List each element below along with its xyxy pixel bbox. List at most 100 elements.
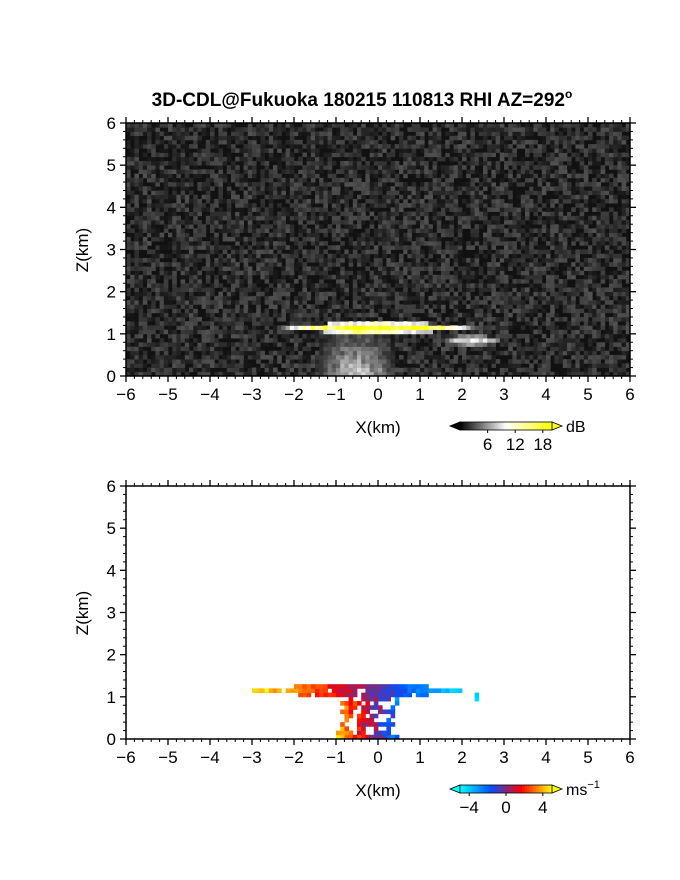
- reflectivity-cell: [596, 329, 601, 335]
- reflectivity-cell: [449, 249, 454, 255]
- reflectivity-cell: [336, 350, 341, 356]
- reflectivity-cell: [508, 148, 513, 153]
- reflectivity-cell: [310, 152, 316, 158]
- reflectivity-cell: [268, 321, 274, 326]
- reflectivity-cell: [126, 203, 131, 208]
- reflectivity-cell: [268, 186, 274, 191]
- reflectivity-cell: [491, 363, 496, 368]
- reflectivity-cell: [453, 325, 459, 331]
- reflectivity-cell: [399, 367, 404, 373]
- reflectivity-cell: [453, 262, 459, 267]
- reflectivity-cell: [348, 211, 354, 217]
- reflectivity-cell: [252, 342, 257, 347]
- reflectivity-cell: [235, 342, 240, 347]
- reflectivity-cell: [323, 228, 328, 234]
- reflectivity-cell: [365, 207, 370, 212]
- reflectivity-cell: [189, 321, 194, 326]
- reflectivity-cell: [516, 219, 522, 225]
- reflectivity-cell: [529, 283, 534, 288]
- reflectivity-cell: [289, 228, 295, 234]
- reflectivity-cell: [210, 359, 215, 364]
- reflectivity-cell: [390, 232, 396, 238]
- reflectivity-cell: [617, 274, 622, 280]
- reflectivity-cell: [386, 325, 391, 331]
- reflectivity-cell: [407, 144, 412, 149]
- reflectivity-cell: [617, 338, 622, 343]
- reflectivity-cell: [399, 354, 404, 360]
- reflectivity-cell: [348, 354, 354, 360]
- reflectivity-cell: [499, 287, 505, 293]
- reflectivity-cell: [604, 152, 610, 158]
- reflectivity-cell: [592, 321, 597, 326]
- reflectivity-cell: [382, 350, 387, 356]
- reflectivity-cell: [394, 190, 400, 196]
- reflectivity-cell: [533, 279, 538, 284]
- reflectivity-cell: [294, 253, 299, 259]
- reflectivity-cell: [373, 190, 379, 196]
- reflectivity-cell: [180, 194, 186, 200]
- reflectivity-cell: [516, 321, 522, 326]
- reflectivity-cell: [310, 165, 316, 170]
- reflectivity-cell: [399, 224, 404, 229]
- reflectivity-cell: [529, 160, 534, 166]
- reflectivity-cell: [428, 325, 433, 331]
- reflectivity-cell: [310, 249, 316, 255]
- reflectivity-cell: [193, 270, 198, 276]
- reflectivity-cell: [390, 287, 396, 293]
- reflectivity-cell: [609, 304, 614, 309]
- reflectivity-cell: [344, 371, 349, 376]
- reflectivity-cell: [205, 346, 211, 352]
- reflectivity-cell: [495, 316, 501, 322]
- reflectivity-cell: [583, 177, 589, 183]
- reflectivity-cell: [348, 350, 354, 356]
- reflectivity-cell: [491, 325, 496, 331]
- reflectivity-cell: [432, 186, 438, 191]
- reflectivity-cell: [369, 316, 375, 322]
- reflectivity-cell: [168, 169, 173, 174]
- reflectivity-cell: [424, 165, 429, 170]
- reflectivity-cell: [474, 329, 480, 335]
- reflectivity-cell: [361, 316, 366, 322]
- reflectivity-cell: [172, 186, 177, 191]
- reflectivity-cell: [134, 363, 139, 368]
- reflectivity-cell: [537, 304, 543, 309]
- reflectivity-cell: [197, 300, 202, 305]
- reflectivity-cell: [151, 219, 156, 225]
- reflectivity-cell: [235, 329, 240, 335]
- reflectivity-cell: [562, 338, 568, 343]
- reflectivity-cell: [441, 173, 446, 179]
- reflectivity-cell: [399, 194, 404, 200]
- reflectivity-cell: [457, 249, 463, 255]
- reflectivity-cell: [550, 262, 555, 267]
- reflectivity-cell: [214, 338, 219, 343]
- reflectivity-cell: [466, 295, 471, 301]
- reflectivity-cell: [466, 304, 471, 309]
- reflectivity-cell: [277, 249, 282, 255]
- reflectivity-cell: [277, 228, 282, 234]
- reflectivity-cell: [491, 186, 496, 191]
- reflectivity-cell: [436, 287, 442, 293]
- reflectivity-cell: [613, 219, 618, 225]
- reflectivity-cell: [399, 169, 404, 174]
- reflectivity-cell: [289, 182, 295, 187]
- reflectivity-cell: [340, 219, 345, 225]
- reflectivity-cell: [466, 215, 471, 221]
- reflectivity-cell: [289, 346, 295, 352]
- reflectivity-cell: [613, 165, 618, 170]
- reflectivity-cell: [441, 300, 446, 305]
- reflectivity-cell: [554, 236, 559, 242]
- reflectivity-cell: [327, 224, 333, 229]
- reflectivity-cell: [554, 350, 559, 356]
- reflectivity-cell: [289, 363, 295, 368]
- reflectivity-cell: [268, 270, 274, 276]
- reflectivity-cell: [474, 262, 480, 267]
- reflectivity-cell: [201, 194, 207, 200]
- reflectivity-cell: [197, 270, 202, 276]
- reflectivity-cell: [189, 144, 194, 149]
- reflectivity-cell: [151, 156, 156, 162]
- reflectivity-cell: [562, 156, 568, 162]
- reflectivity-cell: [285, 304, 291, 309]
- reflectivity-cell: [420, 219, 425, 225]
- reflectivity-cell: [478, 350, 484, 356]
- reflectivity-cell: [537, 144, 543, 149]
